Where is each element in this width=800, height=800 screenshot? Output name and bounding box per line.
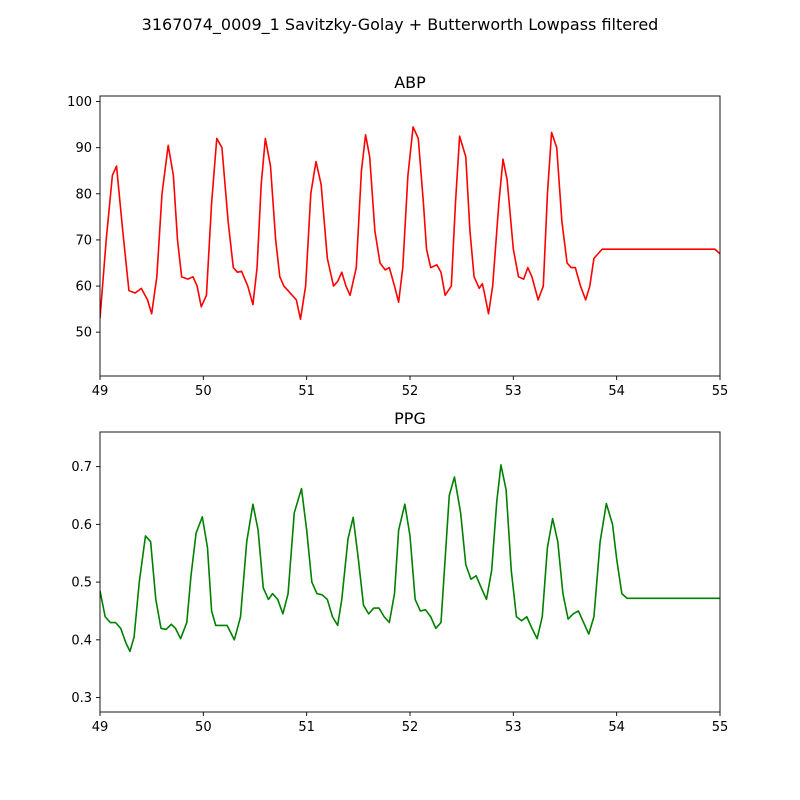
ppg-title: PPG	[394, 409, 426, 428]
abp-panel: ABP 49 50 51 52 53 54 55 50 60 70 80 90 100	[67, 73, 728, 399]
ppg-x-tick-label: 52	[402, 720, 419, 735]
ppg-x-tick-label: 51	[298, 720, 315, 735]
ppg-x-tick-label: 54	[608, 720, 625, 735]
abp-y-tick-label: 90	[75, 141, 92, 156]
abp-x-tick-label: 54	[608, 384, 625, 399]
abp-series-line-0	[100, 126, 720, 321]
abp-y-tick-label: 80	[75, 187, 92, 202]
abp-x-tick-label: 51	[298, 384, 315, 399]
ppg-y-tick-label: 0.4	[71, 633, 92, 648]
ppg-x-tick-label: 50	[195, 720, 212, 735]
abp-x-tick-label: 52	[402, 384, 419, 399]
abp-y-tick-label: 100	[67, 95, 92, 110]
ppg-y-tick-label: 0.7	[71, 460, 92, 475]
ppg-y-tick-label: 0.3	[71, 691, 92, 706]
figure-suptitle: 3167074_0009_1 Savitzky-Golay + Butterwo…	[142, 15, 659, 35]
ppg-panel: PPG 49 50 51 52 53 54 55 0.3 0.4 0.5 0.6 0.7	[71, 409, 728, 735]
abp-y-tick-label: 50	[75, 326, 92, 341]
ppg-axes-frame	[99, 431, 721, 713]
ppg-x-tick-label: 53	[505, 720, 522, 735]
abp-x-tick-label: 49	[92, 384, 109, 399]
ppg-x-tick-label: 49	[92, 720, 109, 735]
ppg-series-line-0	[100, 464, 720, 653]
ppg-y-tick-label: 0.6	[71, 518, 92, 533]
abp-x-tick-label: 55	[712, 384, 729, 399]
abp-axes-frame	[99, 95, 721, 377]
abp-x-tick-label: 53	[505, 384, 522, 399]
abp-y-tick-label: 70	[75, 233, 92, 248]
ppg-y-tick-label: 0.5	[71, 576, 92, 591]
ppg-x-tick-label: 55	[712, 720, 729, 735]
abp-y-tick-label: 60	[75, 280, 92, 295]
abp-title: ABP	[394, 73, 426, 92]
abp-x-tick-label: 50	[195, 384, 212, 399]
